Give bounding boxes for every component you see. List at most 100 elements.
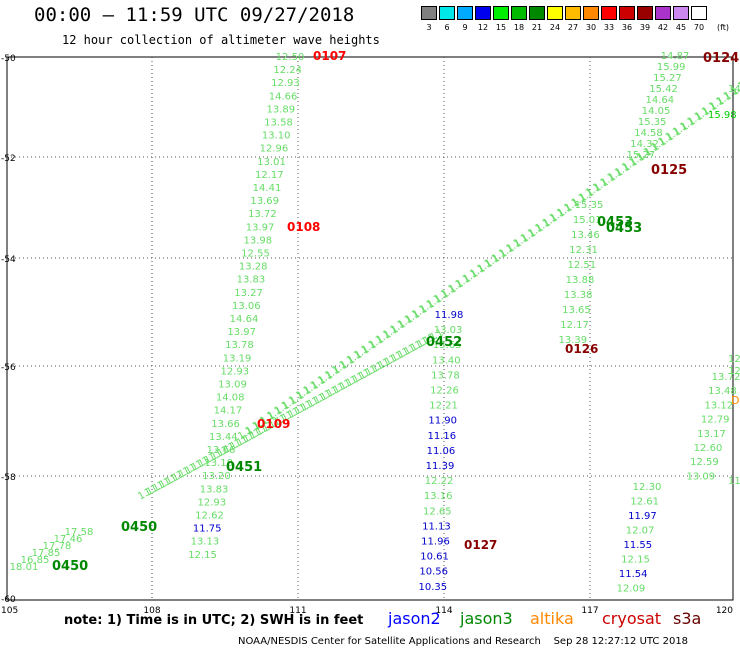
wave-height-reading-track-0126-east: 13.48 bbox=[708, 386, 737, 397]
wave-height-reading-track-0107: 12.62 bbox=[195, 511, 224, 522]
longitude-tick-label: 111 bbox=[289, 606, 306, 616]
wave-height-reading-track-0107: 13.13 bbox=[191, 537, 220, 548]
wave-height-reading-track-0107: 13.69 bbox=[250, 196, 279, 207]
color-swatch bbox=[457, 6, 473, 20]
wave-height-reading-track-0127: 11.39 bbox=[426, 461, 455, 472]
orbit-pass-label-0109: 0109 bbox=[257, 417, 290, 431]
longitude-tick-label: 105 bbox=[1, 606, 18, 616]
wave-height-reading-track-0107: 12.93 bbox=[271, 78, 300, 89]
wave-height-reading-track-0107: 13.10 bbox=[262, 131, 291, 142]
wave-height-reading-track-0450: 16.85 bbox=[21, 555, 50, 566]
wave-height-reading-track-0127: 13.65 bbox=[433, 340, 462, 351]
wave-height-reading-edge: 12 bbox=[728, 366, 740, 377]
wave-height-reading-track-0126: 12.51 bbox=[567, 260, 596, 271]
wave-height-reading-track-0107: 13.18 bbox=[204, 458, 233, 469]
wave-height-reading-track-0107: 13.09 bbox=[218, 380, 247, 391]
wave-height-reading-track-0127: 11.98 bbox=[435, 310, 464, 321]
color-swatch bbox=[475, 6, 491, 20]
color-scale-label: 18 bbox=[513, 23, 525, 32]
orbit-pass-label-0450-south: 0450 bbox=[52, 559, 88, 574]
wave-height-reading-track-0126: 13.88 bbox=[566, 275, 595, 286]
legend-source-cryosat: cryosat bbox=[602, 609, 662, 628]
wave-height-reading-track-0126-east: 13.72 bbox=[712, 372, 740, 383]
wave-height-reading-track-0127: 11.16 bbox=[427, 431, 456, 442]
longitude-tick-label: 120 bbox=[716, 606, 733, 616]
color-swatch bbox=[619, 6, 635, 20]
wave-height-reading-track-0127: 11.13 bbox=[422, 521, 451, 532]
wave-height-reading-track-0107: 12.50 bbox=[276, 52, 305, 63]
orbit-pass-label-0453: 0453 bbox=[597, 215, 633, 230]
orbit-pass-label-0107: 0107 bbox=[313, 49, 346, 63]
wave-height-reading-track-0124: 14.32 bbox=[630, 139, 659, 150]
wave-height-reading-track-0107: 13.44 bbox=[209, 432, 238, 443]
wave-height-reading-track-0107: 13.01 bbox=[257, 157, 286, 168]
wave-height-reading-track-0125: 12.61 bbox=[630, 497, 659, 508]
color-scale-label: 30 bbox=[585, 23, 597, 32]
wave-height-reading-track-0125: 11.55 bbox=[623, 540, 652, 551]
latitude-tick-label: -60 bbox=[1, 595, 16, 605]
wave-height-reading-track-0126: 12.31 bbox=[569, 245, 598, 256]
wave-height-reading-track-0126: 15.35 bbox=[575, 200, 604, 211]
color-scale-label: 70 bbox=[693, 23, 705, 32]
wave-height-reading-track-0107: 14.17 bbox=[214, 406, 243, 417]
color-swatch bbox=[583, 6, 599, 20]
wave-height-reading-track-0127: 10.35 bbox=[418, 582, 447, 593]
wave-height-reading-track-0107: 13.27 bbox=[234, 288, 263, 299]
wave-height-reading-track-0107: 12.24 bbox=[273, 65, 302, 76]
orbit-pass-label-0450: 0450 bbox=[121, 520, 157, 535]
orbit-pass-label-0125: 0125 bbox=[651, 163, 687, 178]
color-swatch bbox=[439, 6, 455, 20]
wave-height-reading-track-0107: 13.28 bbox=[239, 262, 268, 273]
wave-height-reading-track-0107: 12.55 bbox=[241, 249, 270, 260]
wave-height-reading-track-0107: 13.72 bbox=[248, 209, 277, 220]
wave-height-reading-track-0450: 17.85 bbox=[32, 548, 61, 559]
wave-height-reading-track-0127: 10.61 bbox=[420, 552, 449, 563]
longitude-tick-label: 108 bbox=[143, 606, 160, 616]
wave-height-reading-track-0124: 15.27 bbox=[653, 73, 682, 84]
wave-height-reading-track-0125: 12.07 bbox=[626, 526, 655, 537]
legend-source-jason3: jason3 bbox=[460, 609, 513, 628]
wave-height-reading-track-0107: 13.78 bbox=[225, 340, 254, 351]
wave-height-reading-track-0124: 15.99 bbox=[657, 62, 686, 73]
latitude-tick-label: -54 bbox=[1, 255, 16, 265]
wave-height-reading-track-0107: 12.93 bbox=[220, 366, 249, 377]
color-scale-label: 12 bbox=[477, 23, 489, 32]
wave-height-reading-track-0107: 13.06 bbox=[232, 301, 261, 312]
wave-height-reading-track-0124: 15.35 bbox=[638, 117, 667, 128]
wave-height-reading-track-0125: 12.09 bbox=[617, 584, 646, 595]
wave-height-reading-track-0124: 14.64 bbox=[645, 95, 674, 106]
color-scale-label: 45 bbox=[675, 23, 687, 32]
page-title: 00:00 — 11:59 UTC 09/27/2018 bbox=[34, 4, 355, 26]
footer-credit: NOAA/NESDIS Center for Satellite Applica… bbox=[238, 636, 689, 647]
color-swatch bbox=[637, 6, 653, 20]
color-scale-label: 36 bbox=[621, 23, 633, 32]
wave-height-reading-track-0107: 14.64 bbox=[230, 314, 259, 325]
wave-height-reading-track-0107: 13.83 bbox=[200, 484, 229, 495]
wave-height-reading-track-0127: 12.26 bbox=[430, 386, 459, 397]
wave-height-reading-track-0126: 15.01 bbox=[573, 215, 602, 226]
altika-marker-edge: D bbox=[731, 394, 739, 407]
orbit-pass-label-0108: 0108 bbox=[287, 220, 320, 234]
wave-height-reading-track-0107: 13.97 bbox=[227, 327, 256, 338]
color-swatch bbox=[673, 6, 689, 20]
color-swatch bbox=[421, 6, 437, 20]
wave-height-reading-track-0125: 12.15 bbox=[621, 555, 650, 566]
wave-height-reading-track-0127: 11.90 bbox=[428, 416, 457, 427]
color-scale-unit: (ft) bbox=[717, 23, 730, 32]
orbit-pass-label-0126: 0126 bbox=[565, 342, 598, 356]
color-scale-label: 42 bbox=[657, 23, 669, 32]
wave-height-reading-track-0127: 13.40 bbox=[432, 355, 461, 366]
legend-source-s3a: s3a bbox=[673, 609, 702, 628]
wave-height-reading-track-0124: 14.05 bbox=[642, 106, 671, 117]
color-scale-label: 39 bbox=[639, 23, 651, 32]
color-scale-label: 27 bbox=[567, 23, 579, 32]
wave-height-reading-track-0126: 13.46 bbox=[571, 230, 600, 241]
legend-note: note: 1) Time is in UTC; 2) SWH is in fe… bbox=[64, 613, 364, 628]
wave-height-reading-track-0107: 13.97 bbox=[246, 222, 275, 233]
wave-height-reading-track-0107: 13.19 bbox=[223, 353, 252, 364]
legend-source-jason2: jason2 bbox=[388, 609, 441, 628]
color-swatch bbox=[691, 6, 707, 20]
wave-height-reading-track-0126: 13.65 bbox=[562, 305, 591, 316]
wave-height-reading-track-0107: 13.89 bbox=[266, 104, 295, 115]
wave-height-reading-track-0107: 12.15 bbox=[188, 550, 217, 561]
